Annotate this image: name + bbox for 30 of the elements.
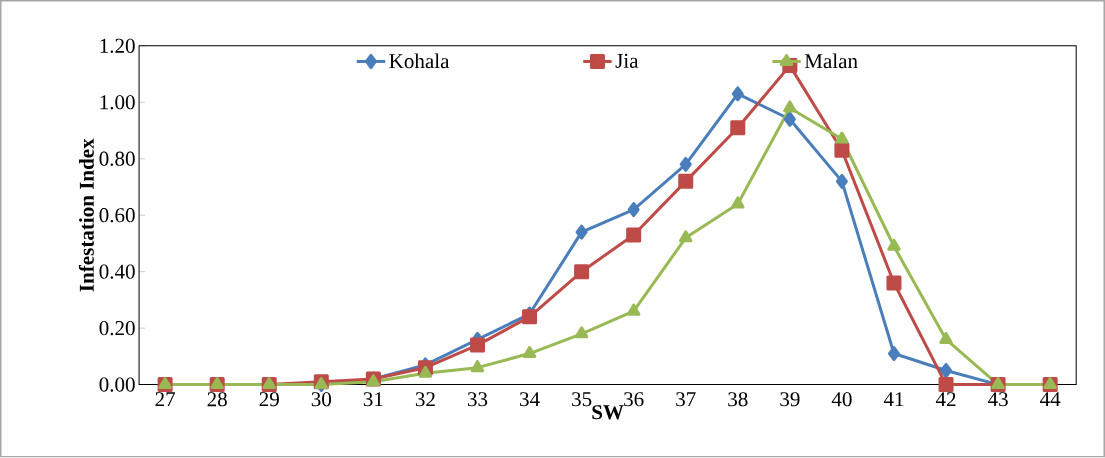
x-axis-title: SW xyxy=(592,405,624,420)
x-tick-label: 44 xyxy=(1040,392,1061,407)
x-tick-label: 33 xyxy=(467,392,488,407)
legend-label: Kohala xyxy=(389,53,450,69)
x-tick-label: 27 xyxy=(155,392,176,407)
x-tick-label: 30 xyxy=(311,392,332,407)
x-tick-label: 36 xyxy=(624,392,644,407)
x-tick-label: 31 xyxy=(363,392,383,407)
y-tick-label: 0.40 xyxy=(99,264,135,280)
legend-label: Jia xyxy=(615,53,639,69)
y-axis-title: Infestation Index xyxy=(78,138,94,292)
x-tick-label: 35 xyxy=(572,392,592,407)
x-tick-label: 29 xyxy=(259,392,279,407)
x-tick-label: 43 xyxy=(987,392,1008,407)
x-tick-label: 40 xyxy=(831,392,852,407)
x-tick-label: 42 xyxy=(935,392,956,407)
x-tick-label: 37 xyxy=(676,392,696,407)
legend-label: Malan xyxy=(804,53,858,69)
x-tick-label: 41 xyxy=(883,392,904,407)
x-tick-label: 32 xyxy=(415,392,435,407)
y-tick-label: 0.00 xyxy=(99,377,135,392)
x-tick-label: 38 xyxy=(728,392,748,407)
x-tick-label: 34 xyxy=(520,392,540,407)
y-tick-label: 0.60 xyxy=(99,208,135,223)
y-tick-label: 0.80 xyxy=(99,151,135,167)
y-tick-label: 1.20 xyxy=(100,38,135,54)
x-tick-label: 28 xyxy=(207,392,227,407)
x-tick-label: 39 xyxy=(780,392,800,407)
y-tick-label: 1.00 xyxy=(100,95,135,110)
y-tick-label: 0.20 xyxy=(99,321,135,336)
